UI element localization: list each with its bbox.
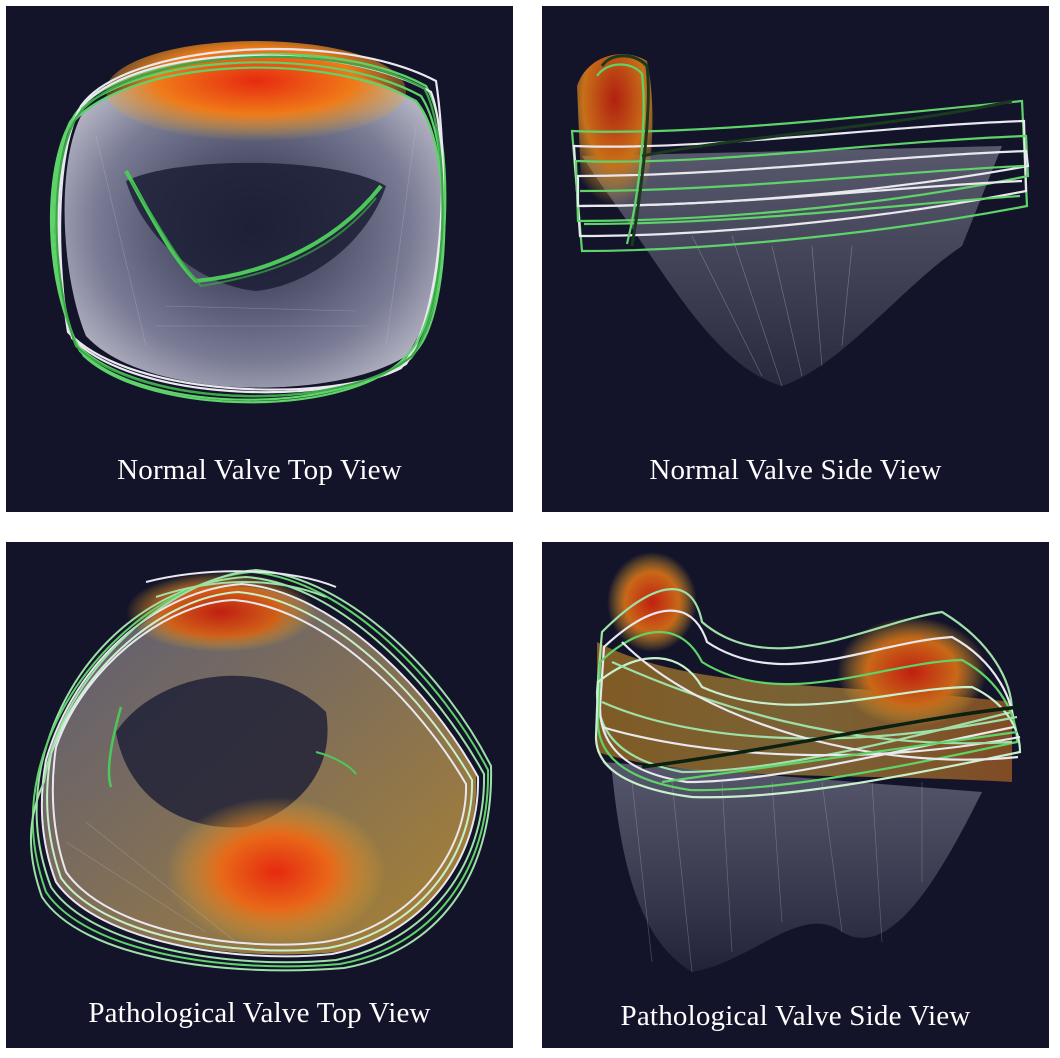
- panel-normal-top: Normal Valve Top View: [6, 6, 513, 512]
- coaptation-line: [124, 170, 383, 284]
- panel-caption: Normal Valve Side View: [649, 454, 942, 486]
- annulus-rings: [594, 588, 1022, 799]
- annulus-rings: [570, 54, 1030, 253]
- annulus-rings: [49, 47, 447, 404]
- normal-top-render: [49, 41, 447, 404]
- panel-pathological-side: Pathological Valve Side View: [542, 542, 1049, 1048]
- leaflet-surface: [602, 762, 982, 972]
- stress-region: [577, 54, 653, 206]
- pathological-side-render: [594, 552, 1022, 973]
- annulus-rings: [30, 568, 493, 972]
- panel-caption: Normal Valve Top View: [117, 454, 402, 486]
- panel-normal-side: Normal Valve Side View: [542, 6, 1049, 512]
- stress-region-left: [607, 552, 697, 652]
- stress-region-right: [837, 617, 987, 727]
- panel-pathological-top: Pathological Valve Top View: [6, 542, 513, 1048]
- panel-caption: Pathological Valve Top View: [88, 997, 431, 1029]
- panel-caption: Pathological Valve Side View: [620, 1000, 971, 1032]
- normal-side-render: [570, 54, 1030, 387]
- stress-region-bottom: [166, 797, 386, 947]
- pathological-top-render: [30, 568, 493, 972]
